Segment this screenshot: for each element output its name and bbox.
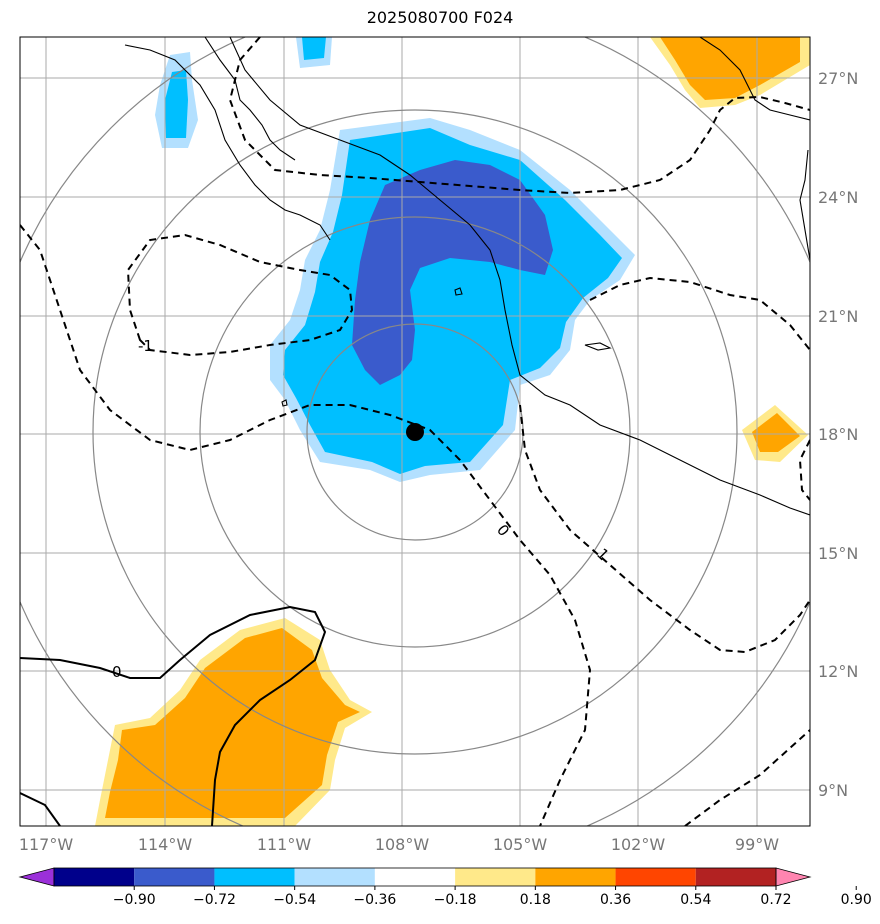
colorbar-label: 0.18	[520, 892, 551, 908]
baja-east-coast	[204, 37, 296, 161]
coastlines	[124, 37, 810, 516]
map-title: 2025080700 F024	[366, 8, 514, 27]
contour-label-zero-center: 0	[493, 521, 513, 540]
island-2	[454, 287, 463, 296]
lat-label: 18°N	[818, 425, 858, 444]
colorbar-label: −0.36	[353, 892, 396, 908]
baja-california-coast	[124, 44, 331, 241]
latitude-labels: 27°N 24°N 21°N 18°N 15°N 12°N 9°N	[818, 69, 858, 800]
lat-label: 15°N	[818, 544, 858, 563]
lon-label: 102°W	[611, 835, 666, 854]
storm-center-marker	[406, 423, 424, 441]
contour-1-mid	[519, 404, 810, 654]
contour-neg-north	[228, 37, 810, 195]
colorbar-frame	[53, 867, 777, 887]
colorbar: −0.90 −0.72 −0.54 −0.36 −0.18 0.18 0.36 0.54 0.7…	[18, 867, 872, 908]
contour-east-edge	[798, 439, 810, 501]
graticule	[20, 37, 810, 826]
colorbar-extension-low	[18, 867, 55, 887]
shaded-fields	[95, 37, 810, 826]
colorbar-extension-high	[775, 867, 812, 887]
lat-label: 24°N	[818, 188, 858, 207]
lon-label: 111°W	[257, 835, 312, 854]
colorbar-label: 0.90	[841, 892, 872, 908]
negative-blob-nw-core	[165, 70, 188, 138]
colorbar-segment	[695, 868, 776, 886]
mainland-west-coast	[229, 37, 810, 516]
colorbar-label: −0.90	[113, 892, 156, 908]
lat-label: 9°N	[818, 781, 848, 800]
contour-lines	[20, 37, 810, 826]
contour-1-east	[589, 276, 810, 351]
colorbar-segment	[54, 868, 135, 886]
colorbar-segment	[535, 868, 616, 886]
map-frame	[19, 36, 811, 827]
contour-0-solid	[20, 605, 327, 826]
island-3	[281, 399, 288, 407]
lat-label: 12°N	[818, 662, 858, 681]
colorbar-segment	[134, 868, 215, 886]
colorbar-label: −0.72	[193, 892, 236, 908]
lon-label: 99°W	[735, 835, 779, 854]
colorbar-segment	[455, 868, 536, 886]
colorbar-segment	[214, 868, 295, 886]
positive-anomaly-ne	[660, 37, 800, 100]
contour-solid-sw-corner	[20, 792, 61, 826]
colorbar-label: 0.54	[680, 892, 711, 908]
lon-label: 108°W	[375, 835, 430, 854]
colorbar-label: −0.54	[273, 892, 316, 908]
contour-label-zero-sw: 0	[112, 663, 122, 681]
colorbar-segment	[615, 868, 696, 886]
longitude-labels: 117°W 114°W 111°W 108°W 105°W 102°W 99°W	[19, 835, 779, 854]
colorbar-segment	[294, 868, 375, 886]
positive-blob-east	[752, 413, 800, 452]
contour-0-center	[20, 224, 592, 826]
island-1	[584, 342, 612, 351]
negative-blob-top-core	[302, 37, 326, 60]
contour-label-neg1: -1	[138, 337, 153, 355]
lon-label: 105°W	[493, 835, 548, 854]
colorbar-label: 0.36	[600, 892, 631, 908]
colorbar-label: −0.18	[434, 892, 477, 908]
contour-southeast	[684, 729, 810, 826]
mainland-inner-coast	[699, 37, 810, 121]
colorbar-segment	[374, 868, 456, 886]
map-plot-area: -1 0 1 0	[20, 37, 810, 826]
gulf-east-coast	[799, 149, 810, 261]
lon-label: 114°W	[138, 835, 193, 854]
lat-label: 27°N	[818, 69, 858, 88]
contour-neg1-west	[126, 233, 354, 357]
colorbar-label: 0.72	[760, 892, 791, 908]
lat-label: 21°N	[818, 307, 858, 326]
lon-label: 117°W	[19, 835, 74, 854]
